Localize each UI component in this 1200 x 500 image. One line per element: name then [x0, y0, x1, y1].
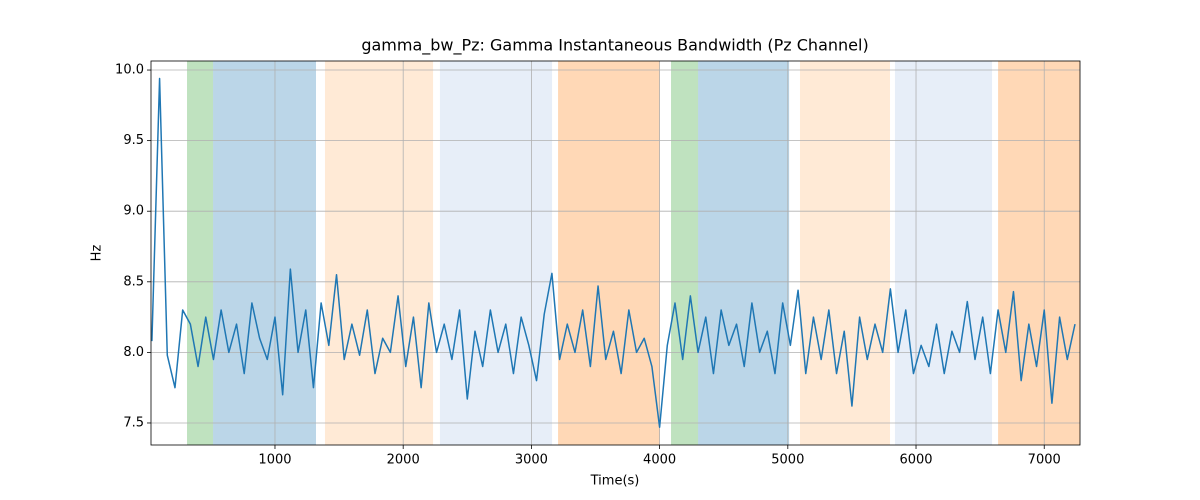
- shaded-span: [187, 61, 214, 445]
- shaded-span: [671, 61, 699, 445]
- x-tick-label: 3000: [515, 453, 548, 468]
- x-tick-label: 1000: [258, 453, 291, 468]
- shaded-span: [324, 61, 434, 445]
- x-tick-label: 5000: [771, 453, 804, 468]
- y-tick-label: 9.5: [123, 133, 144, 148]
- y-tick-label: 9.0: [123, 204, 144, 219]
- plot-frame: [150, 60, 1081, 446]
- y-tick-label: 8.5: [123, 274, 144, 289]
- shaded-span: [213, 61, 317, 445]
- y-tick-label: 10.0: [115, 63, 144, 78]
- x-tick-label: 7000: [1028, 453, 1061, 468]
- shaded-span: [799, 61, 890, 445]
- shaded-span: [439, 61, 553, 445]
- y-axis-label: Hz: [90, 245, 105, 262]
- data-line: [151, 77, 1076, 428]
- y-tick-label: 8.0: [123, 345, 144, 360]
- x-tick-label: 6000: [899, 453, 932, 468]
- x-tick-label: 2000: [387, 453, 420, 468]
- shaded-span: [558, 61, 660, 445]
- x-axis-label: Time(s): [590, 474, 640, 489]
- chart-title: gamma_bw_Pz: Gamma Instantaneous Bandwid…: [361, 36, 868, 56]
- y-tick-label: 7.5: [123, 415, 144, 430]
- shaded-span: [998, 61, 1080, 445]
- x-tick-label: 4000: [643, 453, 676, 468]
- shaded-span: [894, 61, 993, 445]
- shaded-span: [698, 61, 790, 445]
